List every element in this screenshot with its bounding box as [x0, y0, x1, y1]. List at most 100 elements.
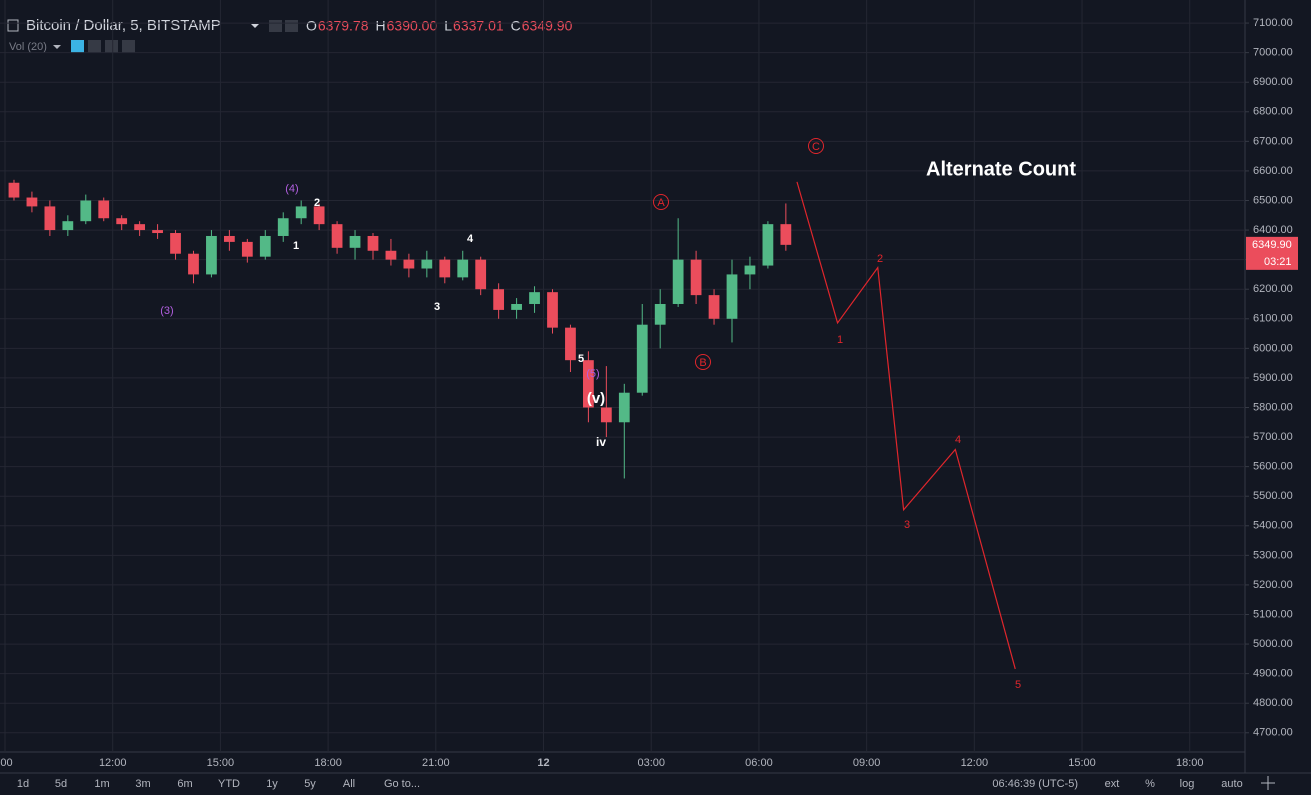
y-tick-label: 6400.00: [1253, 224, 1293, 236]
range-button[interactable]: YTD: [218, 778, 240, 790]
dropdown[interactable]: [53, 45, 61, 49]
x-tick-label: 12: [537, 757, 549, 769]
candle-body: [457, 259, 469, 278]
candle-body: [421, 259, 433, 269]
option-button[interactable]: auto: [1221, 778, 1242, 790]
x-tick-label: 12:00: [99, 757, 127, 769]
option-button[interactable]: %: [1145, 778, 1155, 790]
y-tick-label: 6500.00: [1253, 194, 1293, 206]
ohlc-value: 6337.01: [453, 18, 504, 34]
ohlc-value: 6390.00: [387, 18, 438, 34]
clock: 06:46:39 (UTC-5): [992, 778, 1078, 790]
range-button[interactable]: Go to...: [384, 778, 420, 790]
indicator[interactable]: Vol (20): [9, 41, 47, 53]
option-button[interactable]: ext: [1105, 778, 1120, 790]
wave-label: 3: [904, 519, 910, 531]
candle-body: [780, 224, 792, 245]
dropdown[interactable]: [251, 24, 259, 28]
eye-icon[interactable]: [71, 40, 84, 53]
range-button[interactable]: 6m: [177, 778, 192, 790]
candle-body: [223, 235, 235, 242]
candle-body: [80, 200, 92, 222]
candle-body: [26, 197, 38, 207]
wave-label: Alternate Count: [926, 158, 1076, 180]
x-tick-label: 21:00: [422, 757, 450, 769]
icon[interactable]: [122, 40, 135, 53]
candle-body: [98, 200, 110, 219]
range-button[interactable]: 1m: [94, 778, 109, 790]
candle-body: [8, 182, 20, 198]
candle-body: [654, 303, 666, 325]
candle-body: [547, 292, 558, 328]
candle-body: [493, 289, 505, 310]
candle-body: [439, 259, 451, 278]
option-button[interactable]: log: [1180, 778, 1195, 790]
candle-body: [152, 230, 163, 234]
candle-body: [529, 292, 540, 304]
wave-circle: [808, 138, 824, 154]
icon[interactable]: [88, 40, 101, 53]
candle-body: [259, 235, 271, 257]
settings-icon[interactable]: [1261, 776, 1275, 790]
candle-body: [367, 235, 379, 251]
x-tick-label: 06:00: [745, 757, 773, 769]
candle-body: [206, 235, 217, 275]
candle-body: [672, 259, 684, 304]
wave-label: B: [699, 357, 706, 369]
candle-body: [636, 324, 648, 393]
ohlc-key: L: [444, 18, 452, 34]
x-tick-label: 09:00: [853, 757, 881, 769]
wave-label: (4): [285, 183, 298, 195]
wave-label: 3: [434, 301, 440, 313]
projection-line: [796, 181, 1016, 670]
y-tick-label: 6200.00: [1253, 283, 1293, 295]
ohlc-key: O: [306, 18, 317, 34]
icon[interactable]: [105, 40, 118, 53]
icon[interactable]: [269, 20, 282, 32]
wave-label: 4: [955, 434, 961, 446]
candle-body: [762, 224, 774, 266]
candle-body: [565, 327, 576, 361]
x-tick-label: 18:00: [1176, 757, 1204, 769]
y-tick-label: 5100.00: [1253, 608, 1293, 620]
collapse-icon[interactable]: [7, 19, 19, 32]
symbol[interactable]: Bitcoin / Dollar, 5, BITSTAMP: [26, 17, 221, 34]
x-tick-label: 18:00: [314, 757, 342, 769]
y-tick-label: 5300.00: [1253, 549, 1293, 561]
range-button[interactable]: 5d: [55, 778, 67, 790]
candle-body: [313, 206, 325, 225]
candle-body: [331, 224, 343, 248]
range-button[interactable]: 5y: [304, 778, 316, 790]
y-tick-label: 6800.00: [1253, 106, 1293, 118]
y-tick-label: 5800.00: [1253, 401, 1293, 413]
range-button[interactable]: 3m: [135, 778, 150, 790]
candle-body: [44, 206, 56, 231]
candle-body: [385, 250, 397, 260]
y-tick-label: 5600.00: [1253, 461, 1293, 473]
y-tick-label: 4700.00: [1253, 727, 1293, 739]
y-tick-label: 6900.00: [1253, 76, 1293, 88]
range-button[interactable]: 1d: [17, 778, 29, 790]
range-button[interactable]: All: [343, 778, 355, 790]
wave-label: 4: [467, 233, 474, 245]
wave-label: A: [657, 197, 665, 209]
price-tag-bg: [1246, 236, 1298, 270]
candle-body: [134, 224, 146, 231]
countdown: 03:21: [1264, 256, 1292, 268]
wave-circle: [695, 354, 711, 370]
wave-label: (5): [586, 368, 599, 380]
candle-body: [62, 221, 74, 231]
y-tick-label: 5900.00: [1253, 372, 1293, 384]
icon[interactable]: [285, 20, 298, 32]
candle-body: [708, 295, 720, 319]
wave-label: (v): [587, 390, 605, 407]
wave-label: 1: [837, 334, 843, 346]
y-tick-label: 4900.00: [1253, 668, 1293, 680]
candle-body: [744, 265, 756, 275]
range-button[interactable]: 1y: [266, 778, 278, 790]
wave-circle: [653, 194, 669, 210]
candle-body: [726, 274, 738, 319]
y-tick-label: 7100.00: [1253, 17, 1293, 29]
candle-body: [583, 360, 594, 408]
